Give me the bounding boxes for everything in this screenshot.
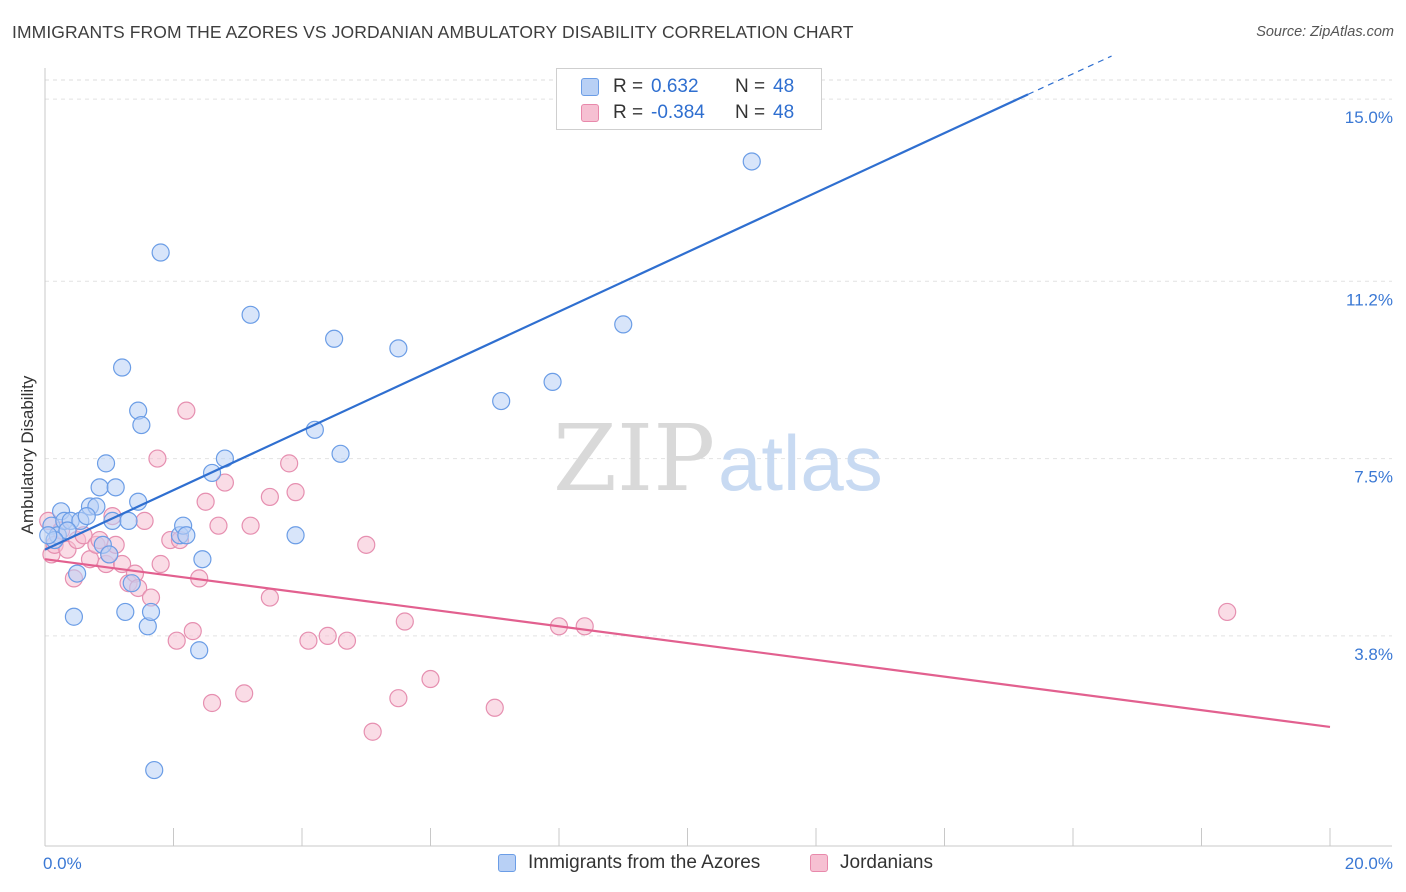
point-jordanians xyxy=(241,516,260,535)
y-axis-label: Ambulatory Disability xyxy=(18,375,37,534)
point-jordanians xyxy=(196,492,215,511)
point-jordanians xyxy=(215,473,234,492)
point-azores xyxy=(389,339,408,358)
point-azores xyxy=(614,315,633,334)
point-azores xyxy=(122,574,141,593)
point-jordanians xyxy=(177,401,196,420)
point-jordanians xyxy=(575,617,594,636)
point-azores xyxy=(112,358,132,377)
point-jordanians xyxy=(357,535,376,554)
point-azores xyxy=(241,305,260,324)
point-jordanians xyxy=(421,669,440,689)
point-azores xyxy=(77,506,96,526)
point-azores xyxy=(141,602,161,622)
point-jordanians xyxy=(363,722,382,741)
point-azores xyxy=(116,602,135,622)
point-azores xyxy=(492,391,511,411)
point-azores xyxy=(100,545,119,564)
point-azores xyxy=(96,454,116,473)
point-azores xyxy=(742,152,761,171)
legend-row-jordanians: R = -0.384 N = 48 xyxy=(581,101,794,125)
trend-line-azores-extension xyxy=(1027,55,1112,95)
legend-label-azores: Immigrants from the Azores xyxy=(528,852,761,873)
point-azores xyxy=(145,760,164,780)
legend-swatch-jordanians xyxy=(810,854,828,872)
legend-swatch-azores xyxy=(581,78,599,96)
point-jordanians xyxy=(286,483,305,502)
legend-row-azores: R = 0.632 N = 48 xyxy=(581,75,794,99)
y-tick-label: 11.2% xyxy=(1346,290,1393,309)
series-legend: Immigrants from the Azores Jordanians xyxy=(0,852,1406,878)
y-tick-label: 3.8% xyxy=(1354,645,1393,664)
legend-swatch-azores xyxy=(498,854,516,872)
legend-n-value: 48 xyxy=(773,102,795,123)
point-jordanians xyxy=(202,693,222,713)
watermark-zip: ZIP xyxy=(553,405,715,512)
legend-r-value: 0.632 xyxy=(651,76,699,97)
legend-n-value: 48 xyxy=(773,76,795,97)
point-azores xyxy=(64,607,84,626)
point-jordanians xyxy=(395,612,414,631)
point-azores xyxy=(68,564,87,583)
legend-r-label: R = xyxy=(613,102,644,123)
point-azores xyxy=(193,550,212,569)
axes: Ambulatory Disability xyxy=(18,68,1392,847)
legend-item-azores[interactable]: Immigrants from the Azores xyxy=(498,852,760,874)
legend-label-jordanians: Jordanians xyxy=(840,852,933,873)
x-tick-label: 0.0% xyxy=(43,854,82,873)
watermark: ZIP atlas xyxy=(553,405,883,512)
gridlines xyxy=(45,79,1392,637)
point-azores xyxy=(151,243,170,262)
point-azores xyxy=(190,641,209,660)
point-jordanians xyxy=(485,698,504,717)
point-azores xyxy=(106,478,125,497)
point-jordanians xyxy=(1218,602,1237,622)
trend-line-azores xyxy=(44,93,1029,551)
point-jordanians xyxy=(299,631,318,650)
point-azores xyxy=(39,526,58,545)
legend-swatch-jordanians xyxy=(581,104,599,122)
point-jordanians xyxy=(148,449,167,468)
trend-lines xyxy=(44,55,1331,729)
point-jordanians xyxy=(135,511,154,530)
legend-r-value: -0.384 xyxy=(651,102,705,123)
point-jordanians xyxy=(280,454,299,473)
point-jordanians xyxy=(209,516,228,535)
chart-title: IMMIGRANTS FROM THE AZORES VS JORDANIAN … xyxy=(12,22,854,42)
point-azores xyxy=(132,415,151,435)
tick-labels: 3.8% 7.5% 11.2% 15.0% 0.0% 20.0% xyxy=(43,108,1393,873)
point-azores xyxy=(543,372,562,392)
point-azores xyxy=(325,329,344,348)
legend-n-label: N = xyxy=(735,76,766,97)
point-jordanians xyxy=(183,622,202,641)
point-jordanians xyxy=(151,554,170,574)
point-jordanians xyxy=(318,626,337,645)
legend-item-jordanians[interactable]: Jordanians xyxy=(810,852,933,874)
point-jordanians xyxy=(389,689,408,708)
point-azores xyxy=(119,511,138,530)
legend-n-label: N = xyxy=(735,102,766,123)
point-jordanians xyxy=(235,684,254,703)
source-credit: Source: ZipAtlas.com xyxy=(1256,24,1394,40)
trend-line-jordanians xyxy=(44,558,1331,729)
point-azores xyxy=(331,444,350,463)
point-jordanians xyxy=(260,487,279,507)
legend-r-label: R = xyxy=(613,76,644,97)
y-tick-label: 15.0% xyxy=(1345,108,1393,127)
point-azores xyxy=(286,526,305,545)
point-jordanians xyxy=(337,631,357,650)
point-azores xyxy=(90,478,109,497)
point-jordanians xyxy=(260,588,279,607)
point-jordanians xyxy=(167,631,186,650)
x-tick-label: 20.0% xyxy=(1345,854,1393,873)
y-tick-label: 7.5% xyxy=(1354,468,1393,487)
point-azores xyxy=(177,526,196,545)
correlation-legend: R = 0.632 N = 48 R = -0.384 N = 48 xyxy=(556,68,822,130)
watermark-atlas: atlas xyxy=(718,419,883,507)
